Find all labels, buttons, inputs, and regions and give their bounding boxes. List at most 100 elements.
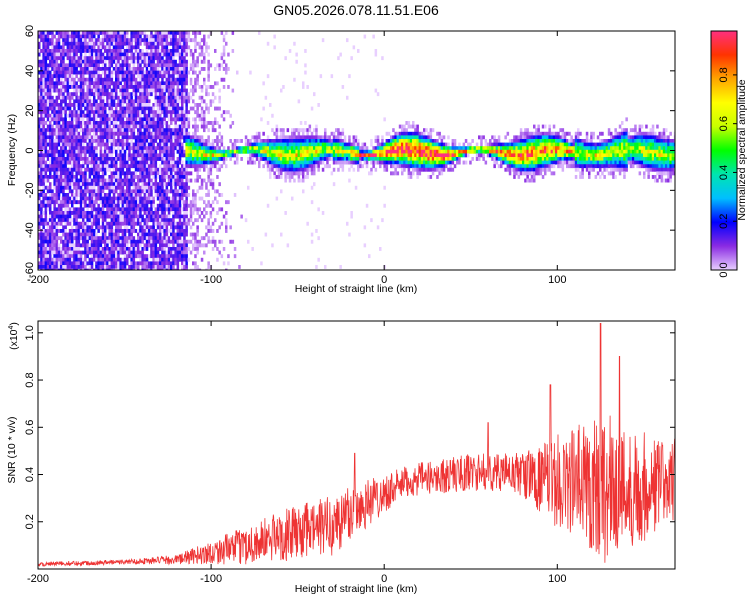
heatmap-cell bbox=[143, 34, 147, 39]
heatmap-cell bbox=[216, 189, 219, 194]
heatmap-cell bbox=[152, 113, 155, 118]
heatmap-cell bbox=[62, 164, 65, 169]
heatmap-cell bbox=[42, 110, 45, 115]
heatmap-cell bbox=[88, 146, 92, 151]
heatmap-cell bbox=[93, 171, 96, 176]
heatmap-cell bbox=[200, 106, 204, 111]
heatmap-cell bbox=[93, 247, 96, 251]
heatmap-cell bbox=[49, 160, 52, 165]
heatmap-cell bbox=[38, 139, 41, 143]
heatmap-cell bbox=[174, 124, 177, 129]
heatmap-cell bbox=[156, 77, 160, 82]
heatmap-cell bbox=[291, 128, 294, 133]
heatmap-cell bbox=[88, 250, 92, 255]
heatmap-cell bbox=[119, 77, 122, 82]
heatmap-cell bbox=[68, 95, 72, 100]
heatmap-cell bbox=[93, 63, 96, 68]
heatmap-cell bbox=[68, 128, 72, 133]
heatmap-cell bbox=[302, 131, 305, 136]
heatmap-cell bbox=[99, 139, 103, 143]
heatmap-cell bbox=[170, 218, 173, 223]
heatmap-cell bbox=[119, 211, 122, 215]
heatmap-cell bbox=[251, 157, 254, 161]
heatmap-cell bbox=[196, 41, 199, 46]
heatmap-cell bbox=[115, 142, 118, 147]
heatmap-cell bbox=[163, 52, 166, 57]
heatmap-cell bbox=[62, 106, 65, 111]
heatmap-cell bbox=[148, 117, 151, 122]
heatmap-cell bbox=[167, 113, 171, 118]
heatmap-cell bbox=[95, 193, 98, 197]
heatmap-cell bbox=[42, 157, 45, 161]
heatmap-cell bbox=[174, 196, 177, 201]
heatmap-cell bbox=[121, 200, 125, 205]
heatmap-cell bbox=[152, 265, 155, 269]
heatmap-cell bbox=[218, 63, 221, 68]
heatmap-cell bbox=[77, 257, 81, 262]
heatmap-cell bbox=[97, 236, 100, 241]
heatmap-cell bbox=[185, 265, 188, 269]
heatmap-cell bbox=[55, 175, 59, 179]
heatmap-cell bbox=[172, 56, 175, 61]
heatmap-cell bbox=[163, 265, 166, 269]
heatmap-cell bbox=[75, 218, 78, 223]
heatmap-cell bbox=[38, 34, 41, 39]
heatmap-cell bbox=[196, 250, 199, 255]
heatmap-cell bbox=[119, 167, 122, 172]
heatmap-cell bbox=[163, 200, 166, 205]
heatmap-cell bbox=[68, 236, 72, 241]
heatmap-cell bbox=[82, 268, 85, 270]
heatmap-cell bbox=[123, 142, 127, 147]
heatmap-cell bbox=[176, 171, 180, 176]
heatmap-cell bbox=[154, 146, 158, 151]
heatmap-cell bbox=[38, 178, 41, 183]
heatmap-cell bbox=[99, 110, 103, 115]
heatmap-cell bbox=[93, 200, 96, 205]
heatmap-cell bbox=[150, 81, 153, 86]
heatmap-cell bbox=[126, 131, 129, 136]
heatmap-cell bbox=[225, 225, 228, 230]
heatmap-cell bbox=[167, 164, 171, 169]
heatmap-cell bbox=[51, 110, 54, 115]
heatmap-cell bbox=[225, 70, 228, 75]
heatmap-cell bbox=[108, 106, 111, 111]
heatmap-cell bbox=[132, 117, 136, 122]
heatmap-cell bbox=[126, 34, 129, 39]
heatmap-cell bbox=[167, 117, 171, 122]
heatmap-cell bbox=[183, 265, 186, 269]
heatmap-cell bbox=[82, 88, 85, 93]
heatmap-cell bbox=[141, 99, 144, 104]
heatmap-cell bbox=[167, 99, 171, 104]
heatmap-cell bbox=[277, 164, 281, 169]
heatmap-cell bbox=[123, 232, 127, 237]
heatmap-cell bbox=[104, 160, 107, 165]
heatmap-cell bbox=[84, 185, 87, 190]
heatmap-cell bbox=[73, 214, 76, 219]
heatmap-cell bbox=[137, 124, 140, 129]
heatmap-cell bbox=[200, 121, 204, 125]
heatmap-cell bbox=[119, 265, 122, 269]
heatmap-cell bbox=[123, 139, 127, 143]
heatmap-cell bbox=[82, 49, 85, 53]
heatmap-cell bbox=[84, 254, 87, 259]
heatmap-cell bbox=[88, 247, 92, 251]
heatmap-cell bbox=[38, 221, 41, 226]
heatmap-cell bbox=[115, 218, 118, 223]
heatmap-cell bbox=[119, 128, 122, 133]
heatmap-cell bbox=[66, 77, 70, 82]
heatmap-cell bbox=[178, 218, 182, 223]
heatmap-cell bbox=[251, 149, 254, 154]
heatmap-cell bbox=[115, 232, 118, 237]
heatmap-cell bbox=[299, 121, 303, 125]
heatmap-cell bbox=[40, 103, 43, 107]
heatmap-cell bbox=[104, 196, 107, 201]
heatmap-cell bbox=[189, 200, 193, 205]
heatmap-cell bbox=[68, 189, 72, 194]
heatmap-cell bbox=[156, 232, 160, 237]
heatmap-cell bbox=[82, 182, 85, 187]
heatmap-cell bbox=[152, 77, 155, 82]
heatmap-cell bbox=[126, 243, 129, 248]
heatmap-cell bbox=[119, 31, 122, 35]
heatmap-cell bbox=[145, 88, 149, 93]
heatmap-cell bbox=[93, 254, 96, 259]
